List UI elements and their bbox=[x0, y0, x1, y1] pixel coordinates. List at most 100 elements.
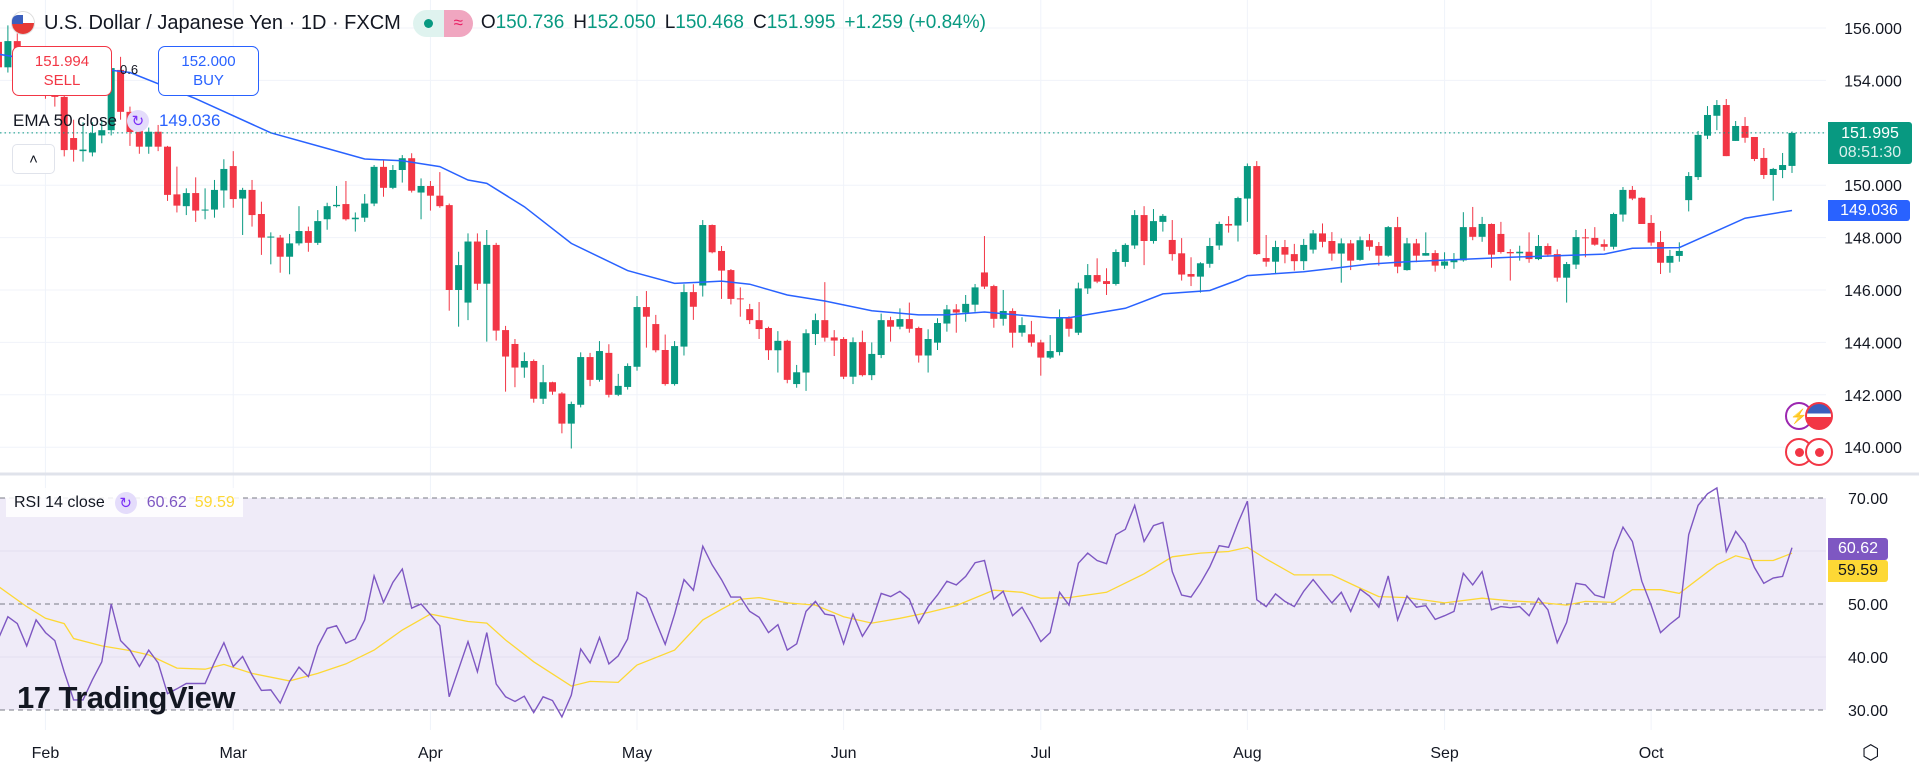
symbol-header: U.S. Dollar / Japanese Yen · 1D · FXCM ≈… bbox=[12, 8, 995, 38]
candle-body bbox=[229, 166, 237, 200]
green-dot-icon[interactable] bbox=[412, 9, 444, 37]
candle-body bbox=[1253, 166, 1261, 255]
candle-body bbox=[549, 382, 557, 392]
candle bbox=[323, 202, 331, 230]
candle-body bbox=[295, 231, 303, 244]
candle bbox=[1103, 268, 1111, 295]
candle bbox=[896, 308, 904, 330]
candle bbox=[755, 302, 763, 339]
ema-legend-value: 149.036 bbox=[158, 111, 221, 130]
candle bbox=[1300, 238, 1308, 271]
candle bbox=[1159, 214, 1167, 232]
us-flag-icon bbox=[12, 12, 34, 34]
candle bbox=[1328, 232, 1336, 261]
us-flag-event-icon[interactable] bbox=[1805, 402, 1833, 430]
ema-legend-label[interactable]: EMA 50 close bbox=[13, 111, 117, 130]
candle bbox=[858, 330, 866, 377]
candle-body bbox=[774, 340, 782, 351]
chart-settings-icon[interactable]: ⬡ bbox=[1862, 742, 1880, 764]
candle-body bbox=[520, 361, 528, 368]
event-icons-row-1[interactable]: ⚡ bbox=[1785, 402, 1833, 430]
candle-body bbox=[830, 337, 838, 341]
candle-body bbox=[1403, 243, 1411, 271]
change-value: +1.259 (+0.84%) bbox=[844, 12, 986, 33]
buy-button[interactable]: 152.000 BUY bbox=[158, 46, 259, 96]
event-icons-row-2[interactable] bbox=[1785, 438, 1833, 466]
candle-body bbox=[1187, 274, 1195, 277]
time-axis[interactable]: Feb Mar Apr May Jun Jul Aug Sep Oct bbox=[32, 745, 1664, 762]
candle bbox=[1544, 243, 1552, 257]
candle bbox=[464, 233, 472, 321]
candle bbox=[426, 181, 434, 211]
candle-body bbox=[858, 342, 866, 376]
candle bbox=[210, 179, 218, 218]
candle bbox=[333, 185, 341, 208]
ema-50-line bbox=[0, 53, 1793, 319]
candle bbox=[1084, 264, 1092, 294]
collapse-legend-button[interactable]: ˄ bbox=[12, 144, 55, 174]
candle bbox=[727, 269, 735, 305]
candle bbox=[980, 236, 988, 289]
refresh-icon[interactable]: ↻ bbox=[126, 110, 149, 132]
candle bbox=[1497, 221, 1505, 254]
candle bbox=[1140, 206, 1148, 266]
candle-body bbox=[492, 244, 500, 331]
candle bbox=[1365, 233, 1373, 251]
rsi-axis[interactable]: 70.00 50.00 40.00 30.00 bbox=[1848, 491, 1888, 720]
candle bbox=[811, 313, 819, 346]
candle-body bbox=[1694, 134, 1702, 178]
candle-body bbox=[379, 166, 387, 188]
candle bbox=[117, 56, 125, 120]
candle-body bbox=[1272, 247, 1280, 262]
symbol-title[interactable]: U.S. Dollar / Japanese Yen · 1D · FXCM bbox=[44, 11, 401, 34]
candle bbox=[295, 206, 303, 246]
refresh-icon[interactable]: ↻ bbox=[114, 491, 137, 514]
tradingview-logo[interactable]: 17 TradingView bbox=[17, 680, 236, 716]
candle-body bbox=[1365, 240, 1373, 247]
rsi-legend-label[interactable]: RSI 14 close bbox=[14, 493, 105, 511]
candle bbox=[971, 283, 979, 312]
price-tick-label: 140.000 bbox=[1844, 440, 1902, 457]
candle bbox=[342, 181, 350, 221]
candle bbox=[88, 122, 96, 157]
price-axis[interactable]: 156.000154.000152.000150.000148.000146.0… bbox=[1844, 21, 1902, 457]
candle-body bbox=[614, 385, 622, 395]
candle-body bbox=[1591, 237, 1599, 245]
candle bbox=[1788, 131, 1796, 173]
candle-body bbox=[60, 96, 68, 151]
candle-body bbox=[1394, 227, 1402, 267]
approx-wave-icon[interactable]: ≈ bbox=[443, 9, 473, 37]
price-tick-label: 142.000 bbox=[1844, 388, 1902, 405]
candle bbox=[1018, 317, 1026, 337]
candle-body bbox=[896, 319, 904, 327]
candle bbox=[952, 304, 960, 333]
candle bbox=[408, 153, 416, 193]
ema-legend[interactable]: EMA 50 close ↻ 149.036 bbox=[13, 110, 220, 132]
candle-body bbox=[286, 243, 294, 257]
status-pill[interactable]: ≈ bbox=[412, 9, 473, 37]
candle bbox=[398, 155, 406, 183]
candle-body bbox=[436, 195, 444, 207]
candle-body bbox=[1703, 114, 1711, 136]
candle bbox=[1290, 243, 1298, 271]
rsi-legend[interactable]: RSI 14 close ↻ 60.62 59.59 bbox=[6, 488, 243, 517]
candle bbox=[586, 352, 594, 387]
candle bbox=[567, 401, 575, 449]
candle-body bbox=[1769, 168, 1777, 175]
event-dot-icon[interactable] bbox=[1805, 438, 1833, 466]
candle-body bbox=[1103, 281, 1111, 284]
month-label: Jun bbox=[831, 745, 857, 762]
candle-body bbox=[210, 189, 218, 210]
candle-body bbox=[1534, 245, 1542, 260]
buy-price: 152.000 bbox=[181, 53, 236, 70]
candle-body bbox=[1619, 189, 1627, 215]
sell-price: 151.994 bbox=[34, 53, 90, 70]
candle bbox=[1262, 234, 1270, 267]
sell-button[interactable]: 151.994 SELL bbox=[12, 46, 112, 96]
candle-body bbox=[952, 309, 960, 313]
candle-body bbox=[595, 351, 603, 380]
candle bbox=[905, 302, 913, 333]
candle bbox=[821, 282, 829, 342]
candle bbox=[577, 352, 585, 408]
